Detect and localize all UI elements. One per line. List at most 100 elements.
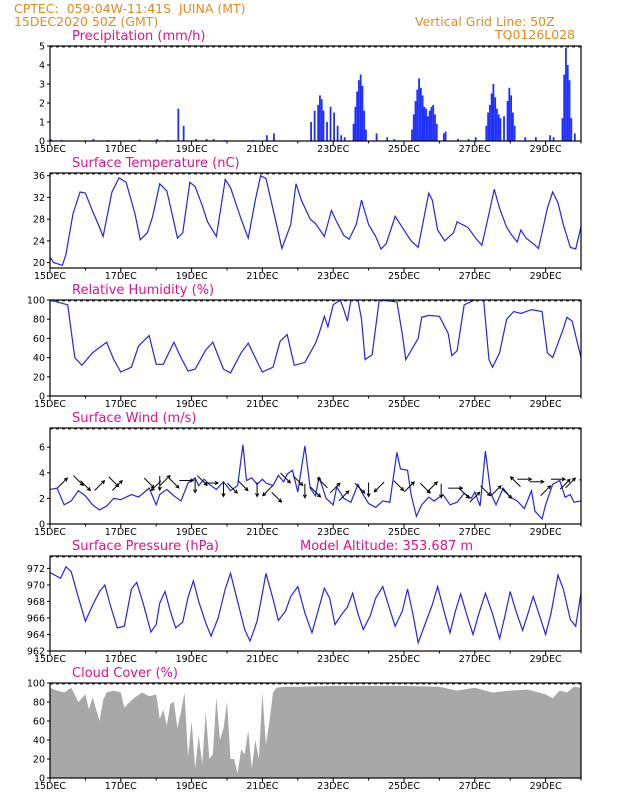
x-tick-label: 19DEC	[176, 781, 208, 792]
y-tick-label: 20	[33, 755, 45, 766]
precip-bar	[412, 114, 415, 141]
wind-arrow-head	[221, 493, 226, 498]
wind-arrow	[168, 477, 180, 489]
y-tick-label: 3	[39, 80, 45, 91]
wind-arrow	[193, 478, 198, 494]
wind-arrow	[419, 482, 431, 494]
panel-frame	[49, 172, 582, 269]
precip-bar	[561, 118, 564, 141]
wind-arrow-head	[426, 489, 431, 494]
wind-arrow-head	[336, 482, 341, 487]
wind-arrow	[366, 482, 371, 498]
wind-arrow-head	[566, 478, 571, 483]
wind-arrow	[550, 477, 567, 482]
precip-bar	[497, 114, 500, 141]
wind-arrow-shaft	[112, 480, 123, 491]
x-tick-label: 27DEC	[459, 399, 491, 410]
precip-bar	[427, 116, 429, 141]
wind-arrow-head	[540, 479, 545, 484]
wind-arrow	[458, 488, 470, 499]
wind-arrow-shaft	[469, 491, 481, 503]
wind-arrow-shaft	[262, 485, 273, 496]
header-datetime: 15DEC2020 50Z (GMT)	[14, 14, 159, 29]
precip-bar	[435, 123, 438, 141]
precip-bar	[428, 110, 431, 141]
wind-arrow	[179, 478, 195, 483]
y-tick-label: 966	[27, 613, 45, 624]
wind-arrow-head	[254, 493, 260, 498]
plot-area	[50, 565, 581, 645]
wind-arrow	[529, 479, 545, 484]
precip-bar	[418, 78, 420, 141]
panel-title: Surface Wind (m/s)	[72, 411, 196, 426]
x-tick-label: 17DEC	[105, 399, 137, 410]
precip-bar	[442, 133, 445, 141]
wind-arrow-shaft	[317, 477, 328, 489]
y-tick-label: 0	[39, 774, 45, 785]
precip-bar	[513, 125, 516, 141]
x-tick-label: 17DEC	[105, 781, 137, 792]
wind-arrow-shaft	[329, 482, 341, 494]
precip-bar	[354, 106, 357, 141]
wind-arrow-shaft	[404, 481, 415, 493]
wind-arrow	[271, 491, 283, 503]
precip-bar	[365, 129, 367, 141]
header-location: JUINA (MT)	[178, 1, 246, 16]
wind-arrow	[354, 482, 366, 494]
precip-bar	[414, 101, 417, 141]
wind-arrow-head	[345, 490, 350, 495]
wind-arrow	[280, 472, 292, 484]
precip-bar	[474, 137, 477, 141]
precip-bar	[138, 139, 141, 141]
x-tick-label: 15DEC	[34, 399, 66, 410]
plot-area	[50, 174, 581, 267]
wind-arrow-shaft	[480, 485, 491, 496]
x-tick-label: 23DEC	[317, 144, 349, 155]
precip-bar	[485, 125, 488, 141]
precip-bar	[510, 95, 512, 141]
wind-line	[50, 444, 581, 521]
x-tick-label: 27DEC	[459, 527, 491, 538]
wind-arrow-shaft	[292, 475, 304, 486]
wind-arrow	[254, 482, 260, 498]
wind-arrow	[338, 490, 350, 502]
panel-wind: 0 2 4 6 15DEC 17DEC 19DEC 21DEC 23DEC 25DEC 27DEC 2…	[34, 411, 591, 538]
wind-arrow-head	[157, 486, 162, 492]
y-tick-label: 968	[27, 597, 45, 608]
precip-bar	[490, 93, 493, 141]
plot-area	[50, 444, 591, 521]
wind-arrow-head	[509, 476, 515, 481]
precip-bar	[421, 95, 424, 141]
wind-arrow-shaft	[310, 486, 321, 498]
wind-arrow	[469, 491, 481, 503]
wind-arrow-head	[366, 493, 371, 498]
wind-arrow-shaft	[510, 476, 521, 488]
x-tick-label: 29DEC	[530, 399, 562, 410]
precip-bar	[492, 84, 495, 141]
precip-bar	[423, 106, 426, 141]
precip-bar	[317, 104, 320, 141]
header-source: CPTEC:	[14, 1, 59, 16]
wind-arrow-head	[588, 473, 591, 476]
precip-bar	[444, 131, 447, 141]
panel-title: Surface Pressure (hPa)	[72, 539, 219, 554]
wind-arrow	[427, 481, 438, 493]
wind-arrow-shaft	[393, 480, 404, 491]
y-tick-label: 4	[39, 468, 45, 479]
precip-bar	[488, 104, 491, 141]
x-tick-label: 23DEC	[317, 271, 349, 282]
wind-arrow-shaft	[227, 482, 238, 494]
panel-cloud-cover: 0 20 40 60 80 100 15DEC 17DEC 19DEC 21DEC 23DEC 25D…	[27, 666, 582, 792]
wind-arrow-shaft	[108, 476, 119, 488]
wind-arrow	[221, 482, 226, 498]
wind-arrow-head	[302, 494, 307, 499]
wind-arrow	[80, 480, 92, 492]
plot-area	[50, 300, 581, 374]
wind-arrow-shaft	[280, 472, 291, 484]
wind-arrow-shaft	[565, 477, 576, 489]
wind-arrow-shaft	[501, 488, 512, 499]
header-code: TQ0126L028	[495, 27, 576, 42]
wind-arrow-head	[361, 489, 366, 494]
precip-bar	[182, 125, 185, 141]
wind-arrow-shaft	[458, 488, 470, 499]
